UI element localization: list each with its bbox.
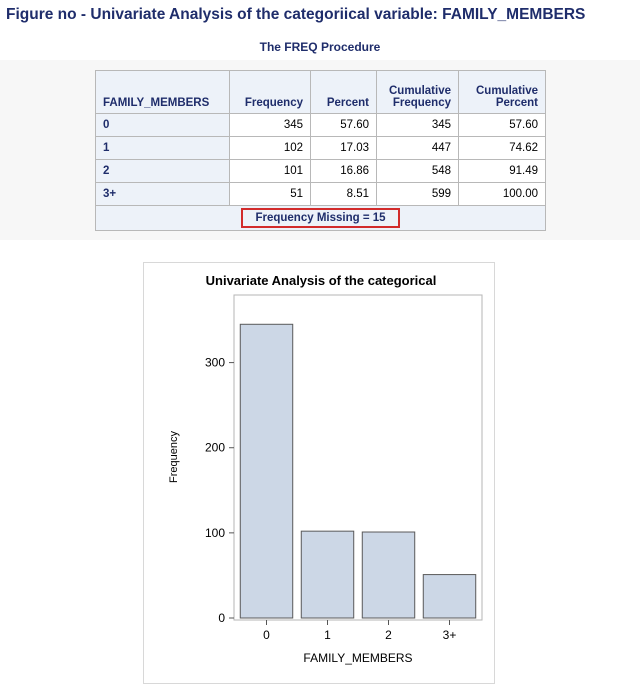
missing-footer: Frequency Missing = 15 (95, 205, 546, 231)
cell-frequency: 345 (229, 113, 311, 137)
table-header-row: FAMILY_MEMBERS Frequency Percent Cumulat… (95, 70, 546, 114)
cell-percent: 16.86 (310, 159, 377, 183)
row-level: 1 (95, 136, 230, 160)
table-footer-row: Frequency Missing = 15 (95, 205, 546, 231)
row-level: 2 (95, 159, 230, 183)
bar-chart: Univariate Analysis of the categorical 0… (168, 273, 483, 665)
cell-frequency: 102 (229, 136, 311, 160)
x-axis-label: FAMILY_MEMBERS (303, 651, 412, 665)
header-frequency: Frequency (229, 70, 311, 114)
x-tick-label: 2 (385, 628, 392, 642)
cell-cumulative-percent: 74.62 (458, 136, 546, 160)
chart-frame: Univariate Analysis of the categorical 0… (143, 262, 495, 684)
figure-title: Figure no - Univariate Analysis of the c… (6, 6, 586, 23)
x-tick-label: 0 (263, 628, 270, 642)
header-cumpct-line1: Cumulative (476, 85, 538, 97)
bars (239, 323, 477, 619)
table-row: 3+ 51 8.51 599 100.00 (95, 182, 546, 206)
row-level: 3+ (95, 182, 230, 206)
y-axis-label: Frequency (168, 431, 180, 483)
y-tick-label: 0 (218, 611, 225, 625)
header-cumulative-percent: Cumulative Percent (458, 70, 546, 114)
y-tick-label: 200 (205, 441, 225, 455)
cell-cumulative-frequency: 447 (376, 136, 459, 160)
cell-cumulative-percent: 91.49 (458, 159, 546, 183)
cell-cumulative-frequency: 599 (376, 182, 459, 206)
cell-cumulative-percent: 100.00 (458, 182, 546, 206)
cell-percent: 17.03 (310, 136, 377, 160)
y-tick-label: 300 (205, 356, 225, 370)
frequency-missing-note: Frequency Missing = 15 (241, 208, 400, 228)
cell-frequency: 101 (229, 159, 311, 183)
x-tick-label: 3+ (443, 628, 457, 642)
cell-cumulative-frequency: 548 (376, 159, 459, 183)
table-row: 2 101 16.86 548 91.49 (95, 159, 546, 183)
x-axis: 0 1 2 3+ (263, 620, 456, 642)
y-axis: 0 100 200 300 (205, 356, 234, 625)
table-row: 1 102 17.03 447 74.62 (95, 136, 546, 160)
x-tick-label: 1 (324, 628, 331, 642)
header-family-members: FAMILY_MEMBERS (95, 70, 230, 114)
cell-cumulative-frequency: 345 (376, 113, 459, 137)
cell-frequency: 51 (229, 182, 311, 206)
bar (361, 531, 416, 619)
header-percent: Percent (310, 70, 377, 114)
header-cumulative-frequency: Cumulative Frequency (376, 70, 459, 114)
header-cumfreq-line1: Cumulative (389, 85, 451, 97)
cell-percent: 8.51 (310, 182, 377, 206)
y-tick-label: 100 (205, 526, 225, 540)
cell-percent: 57.60 (310, 113, 377, 137)
cell-cumulative-percent: 57.60 (458, 113, 546, 137)
row-level: 0 (95, 113, 230, 137)
frequency-table: FAMILY_MEMBERS Frequency Percent Cumulat… (95, 70, 546, 231)
header-cumfreq-line2: Frequency (392, 97, 451, 109)
bar (239, 323, 294, 619)
chart-title: Univariate Analysis of the categorical (206, 273, 437, 288)
bar (422, 574, 477, 619)
plot-area (233, 294, 483, 621)
bar (300, 530, 355, 619)
table-row: 0 345 57.60 345 57.60 (95, 113, 546, 137)
header-cumpct-line2: Percent (495, 97, 538, 109)
procedure-title: The FREQ Procedure (259, 40, 381, 54)
